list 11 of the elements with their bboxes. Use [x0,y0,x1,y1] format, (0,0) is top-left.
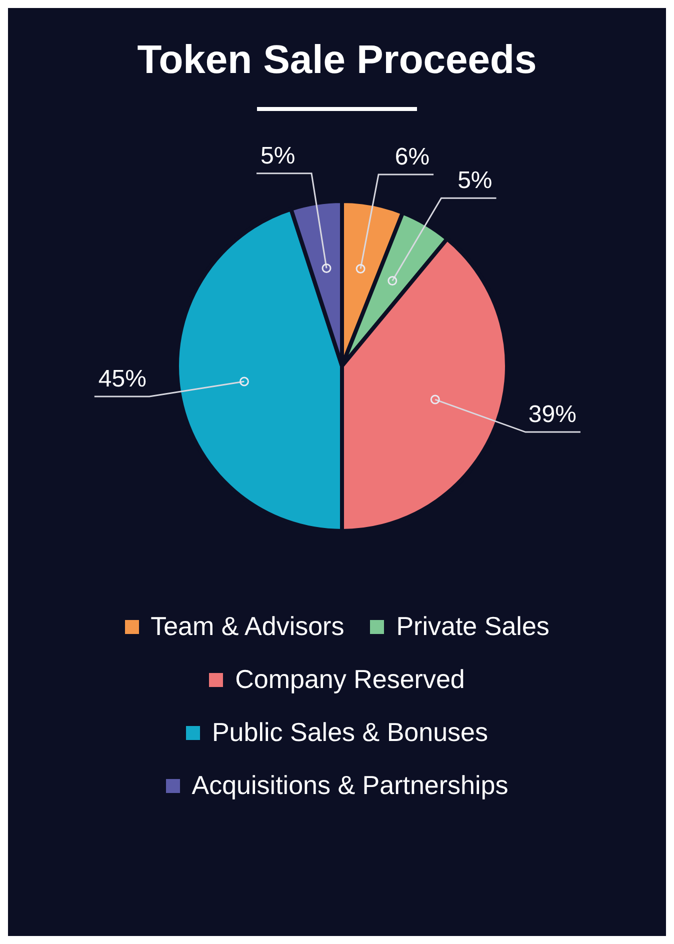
legend-label: Private Sales [396,611,550,642]
data-label: 45% [98,366,146,393]
data-label: 5% [260,142,296,170]
legend-label: Company Reserved [235,664,465,695]
legend-label: Acquisitions & Partnerships [192,770,508,801]
chart-title: Token Sale Proceeds [136,38,538,83]
data-label: 5% [458,167,492,194]
legend-label: Team & Advisors [150,611,344,642]
data-label: 39% [528,401,576,428]
data-label: 6% [394,143,430,170]
legend-label: Public Sales & Bonuses [212,717,488,748]
